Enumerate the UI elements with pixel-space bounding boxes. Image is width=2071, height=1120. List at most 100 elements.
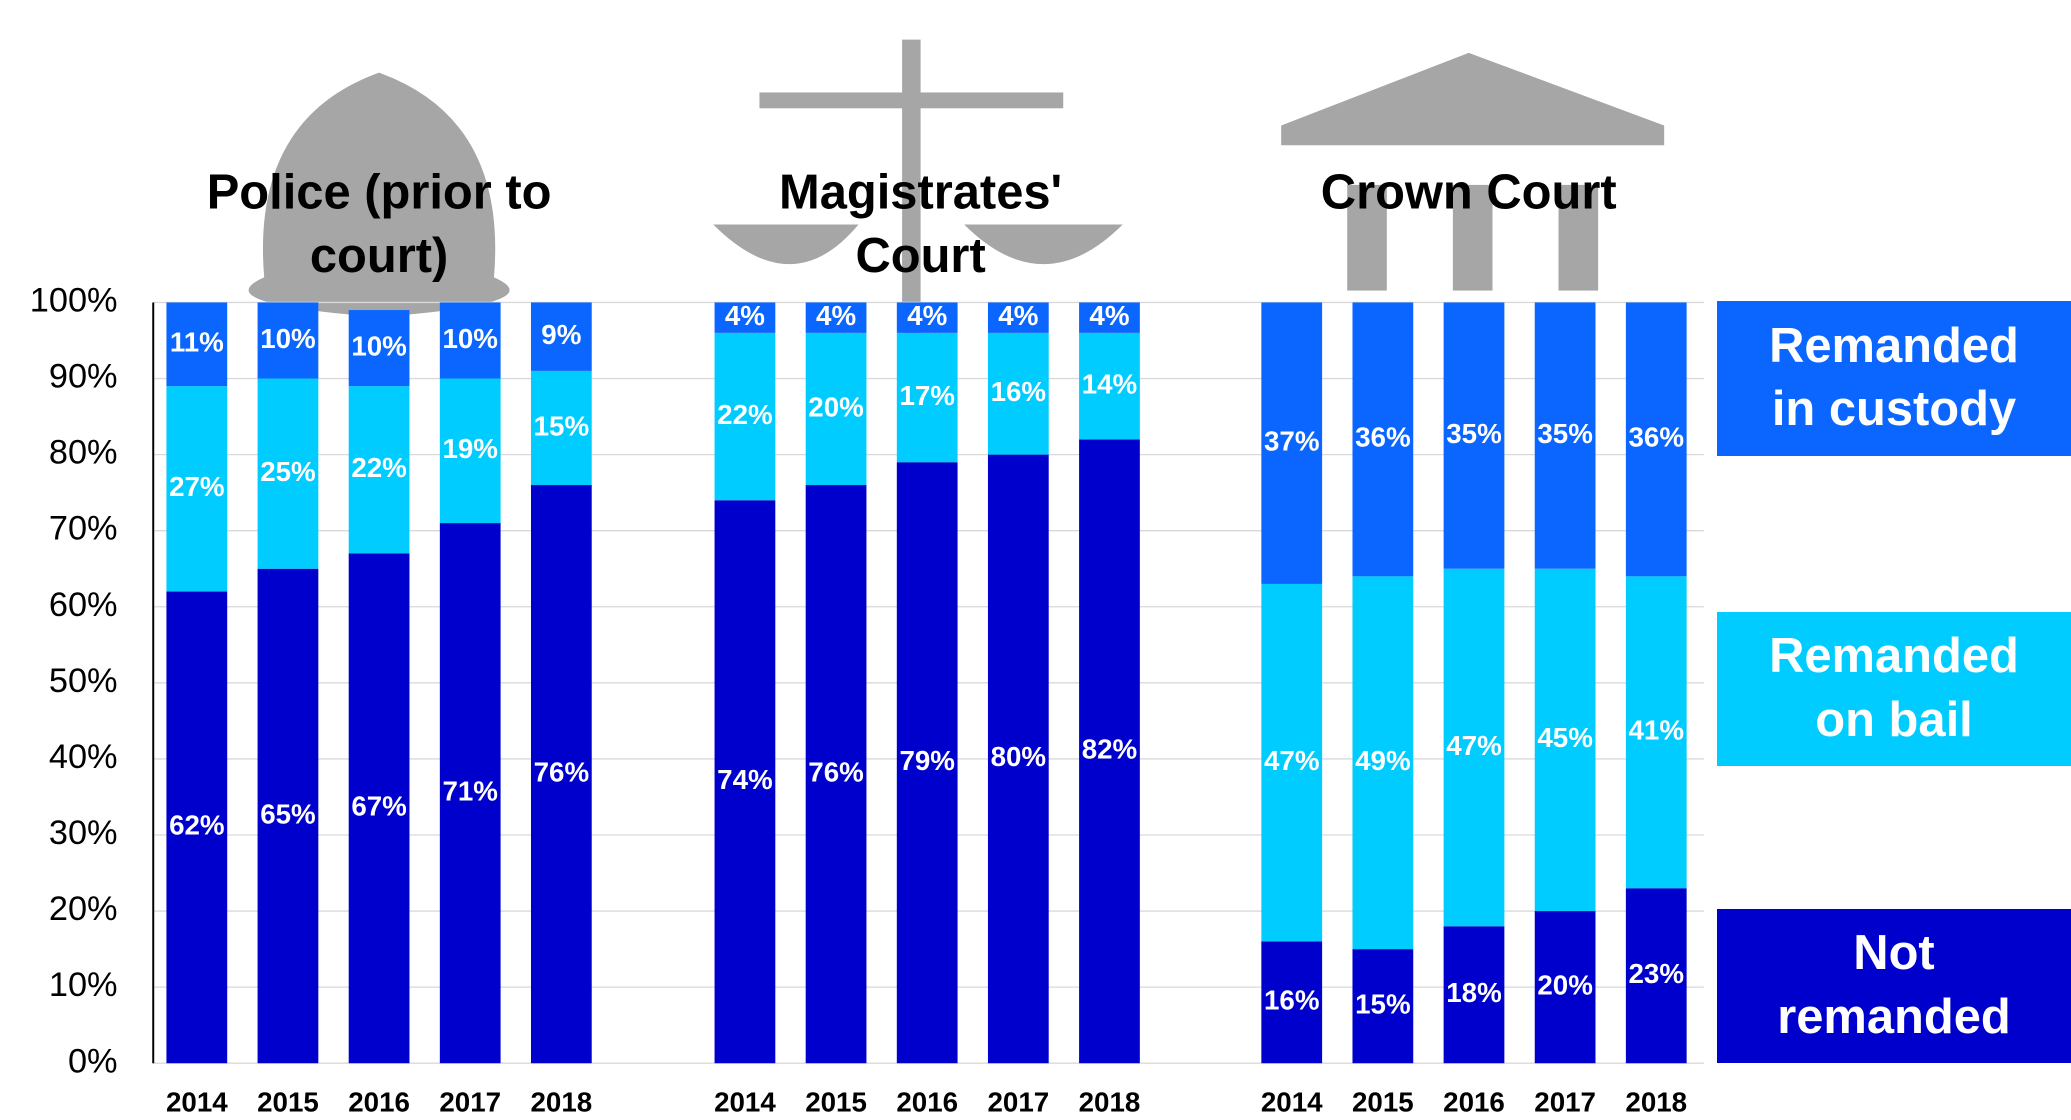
x-tick-label: 2017 — [1534, 1086, 1596, 1117]
bar-segment — [987, 302, 1049, 333]
value-label: 67% — [351, 791, 406, 822]
scales-pole — [902, 39, 921, 384]
y-tick-label: 40% — [49, 738, 118, 776]
x-tick-label: 2015 — [1352, 1086, 1414, 1117]
y-tick-label: 10% — [49, 966, 118, 1004]
bar-segment — [1534, 302, 1596, 569]
bar-segment — [439, 523, 501, 1064]
building-column — [1452, 184, 1493, 291]
x-tick-label: 2018 — [1625, 1086, 1687, 1117]
value-label: 41% — [1629, 715, 1684, 746]
legend-entry: Remanded in custody — [1717, 301, 2071, 456]
x-tick-label: 2016 — [1443, 1086, 1505, 1117]
value-label: 36% — [1355, 422, 1410, 453]
bar-segment — [166, 591, 228, 1064]
scales-pans — [713, 224, 1123, 265]
value-label: 4% — [725, 300, 765, 331]
value-label: 49% — [1355, 745, 1410, 776]
bar-segment — [257, 302, 319, 379]
value-label: 65% — [260, 798, 315, 829]
value-label: 10% — [442, 323, 497, 354]
value-label: 19% — [442, 433, 497, 464]
y-tick-label: 70% — [49, 510, 118, 548]
bar-segment — [714, 500, 776, 1064]
bar-segment — [1352, 576, 1414, 950]
x-tick-label: 2016 — [348, 1086, 410, 1117]
value-label: 16% — [1264, 985, 1319, 1016]
y-tick-label: 90% — [49, 358, 118, 396]
y-tick-label: 80% — [49, 434, 118, 472]
bar-segment — [805, 332, 867, 486]
x-tick-label: 2017 — [439, 1086, 501, 1117]
value-label: 17% — [899, 380, 954, 411]
value-label: 10% — [351, 330, 406, 361]
bar-segment — [987, 332, 1049, 455]
bar-segment — [348, 553, 410, 1064]
x-tick-label: 2014 — [714, 1086, 776, 1117]
bar-segment — [896, 302, 958, 333]
value-label: 9% — [541, 319, 581, 350]
bar-segment — [348, 386, 410, 554]
value-label: 36% — [1629, 422, 1684, 453]
value-label: 47% — [1446, 730, 1501, 761]
value-label: 18% — [1446, 977, 1501, 1008]
value-label: 27% — [169, 471, 224, 502]
x-tick-label: 2016 — [896, 1086, 958, 1117]
building-roof — [1281, 52, 1665, 146]
legend-entry: Not remanded — [1717, 908, 2071, 1064]
value-label: 20% — [1537, 969, 1592, 1000]
bar-segment — [805, 302, 867, 333]
bar-segment — [1443, 568, 1505, 927]
bar-segment — [1534, 911, 1596, 1064]
bar-segment — [1625, 302, 1687, 577]
y-tick-label: 30% — [49, 814, 118, 852]
x-tick-label: 2014 — [166, 1086, 228, 1117]
x-tick-label: 2017 — [987, 1086, 1049, 1117]
bar-segment — [1261, 583, 1323, 942]
value-label: 4% — [1089, 300, 1129, 331]
value-label: 10% — [260, 323, 315, 354]
bar-segment — [348, 310, 410, 387]
value-label: 76% — [534, 756, 589, 787]
value-label: 15% — [534, 410, 589, 441]
value-label: 37% — [1264, 426, 1319, 457]
legend-entry: Remanded on bail — [1717, 611, 2071, 767]
value-label: 35% — [1537, 418, 1592, 449]
panel-title: Crown Court — [1321, 165, 1617, 219]
bar-segment — [166, 386, 228, 592]
value-label: 35% — [1446, 418, 1501, 449]
bar-segment — [896, 332, 958, 463]
building-column — [1558, 184, 1599, 291]
helmet-icon — [248, 72, 510, 317]
y-tick-label: 20% — [49, 890, 118, 928]
bar-segment — [530, 370, 592, 486]
bar-segment — [714, 332, 776, 501]
value-label: 4% — [816, 300, 856, 331]
value-label: 23% — [1629, 958, 1684, 989]
background-icons — [248, 39, 1665, 384]
bar-segment — [1443, 302, 1505, 569]
bar-segment — [166, 302, 228, 387]
value-label: 25% — [260, 456, 315, 487]
value-label: 82% — [1082, 734, 1137, 765]
value-label: 71% — [442, 775, 497, 806]
value-label: 20% — [808, 391, 863, 422]
panel-title: Magistrates' Court — [779, 165, 1062, 282]
y-tick-label: 0% — [68, 1042, 118, 1080]
value-label: 76% — [808, 756, 863, 787]
bar-segment — [1261, 302, 1323, 584]
bar-segment — [1352, 949, 1414, 1064]
value-label: 79% — [899, 745, 954, 776]
bar-segment — [805, 485, 867, 1064]
bar-segment — [1625, 576, 1687, 889]
value-label: 80% — [991, 741, 1046, 772]
bar-segment — [896, 462, 958, 1064]
value-label: 47% — [1264, 745, 1319, 776]
y-tick-label: 50% — [49, 662, 118, 700]
bar-segment — [1079, 439, 1140, 1064]
bar-segment — [1352, 302, 1414, 577]
bar-segment — [714, 302, 776, 333]
value-label: 14% — [1082, 368, 1137, 399]
bar-segment — [439, 302, 501, 379]
